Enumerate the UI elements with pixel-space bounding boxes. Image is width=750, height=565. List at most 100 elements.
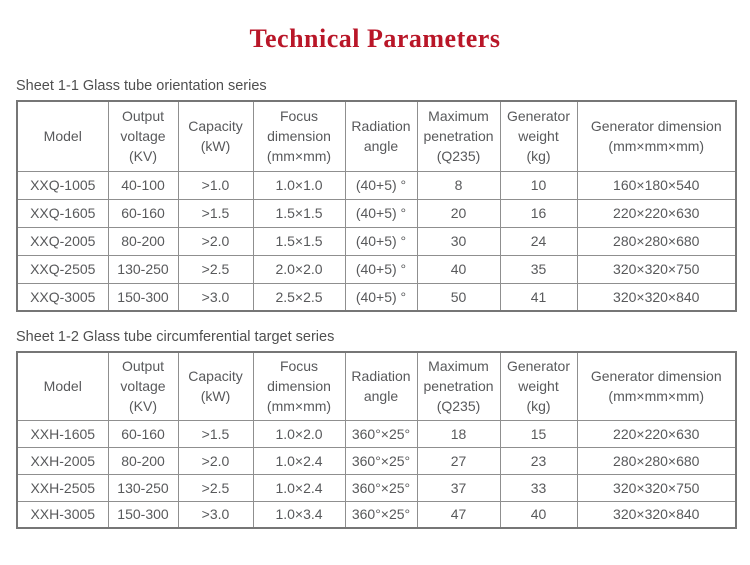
table-row: XXH-2505 130-250 >2.5 1.0×2.4 360°×25° 37 33 32…: [16, 473, 737, 502]
table-cell: 150-300: [107, 500, 179, 529]
table-cell: 20: [416, 198, 501, 228]
table-cell: 15: [499, 419, 578, 448]
column-header: Generator dimension (mm×mm×mm): [576, 100, 737, 172]
column-header: Maximum penetration (Q235): [416, 100, 501, 172]
table-cell: >2.0: [177, 446, 254, 475]
column-header: Focus dimension (mm×mm): [252, 100, 346, 172]
table-cell: >1.5: [177, 419, 254, 448]
table-cell: 150-300: [107, 282, 179, 312]
table-cell: 40: [499, 500, 578, 529]
table-cell: (40+5) °: [344, 198, 418, 228]
table-cell: 280×280×680: [576, 446, 737, 475]
table-cell: 1.0×3.4: [252, 500, 346, 529]
column-header: Focus dimension (mm×mm): [252, 351, 346, 421]
page-title: Technical Parameters: [249, 24, 501, 53]
table-cell: 2.5×2.5: [252, 282, 346, 312]
table-cell: 160×180×540: [576, 170, 737, 200]
table-row: XXQ-2505 130-250 >2.5 2.0×2.0 (40+5) ° 40 35 32…: [16, 254, 737, 284]
table-cell: 60-160: [107, 198, 179, 228]
table-caption-sheet-1-2: Sheet 1-2 Glass tube circumferential tar…: [16, 329, 335, 345]
table-cell: 33: [499, 473, 578, 502]
table-cell: 220×220×630: [576, 198, 737, 228]
table-cell: XXH-1605: [16, 419, 109, 448]
table-cell: 1.5×1.5: [252, 198, 346, 228]
table-cell: (40+5) °: [344, 254, 418, 284]
column-header: Output voltage (KV): [107, 100, 179, 172]
table-cell: 60-160: [107, 419, 179, 448]
column-header: Capacity (kW): [177, 351, 254, 421]
table-cell: 50: [416, 282, 501, 312]
table-cell: 1.5×1.5: [252, 226, 346, 256]
table-cell: XXH-2005: [16, 446, 109, 475]
table-cell: >3.0: [177, 282, 254, 312]
column-header: Output voltage (KV): [107, 351, 179, 421]
table-glass-tube-circumferential-target-series: Model Output voltage (KV) Capacity (kW) Foc…: [16, 351, 737, 529]
column-header: Radiation angle: [344, 100, 418, 172]
table-cell: XXQ-2005: [16, 226, 109, 256]
table-cell: 40: [416, 254, 501, 284]
table-cell: 220×220×630: [576, 419, 737, 448]
table-cell: 320×320×840: [576, 282, 737, 312]
table-cell: 1.0×2.0: [252, 419, 346, 448]
column-header: Maximum penetration (Q235): [416, 351, 501, 421]
table-cell: 2.0×2.0: [252, 254, 346, 284]
table-cell: 24: [499, 226, 578, 256]
table-cell: 360°×25°: [344, 419, 418, 448]
table-cell: 1.0×2.4: [252, 446, 346, 475]
header-row: Model Output voltage (KV) Capacity (kW) Foc…: [16, 351, 737, 421]
table-cell: 80-200: [107, 226, 179, 256]
table-cell: 10: [499, 170, 578, 200]
table-cell: 41: [499, 282, 578, 312]
table-cell: XXQ-1005: [16, 170, 109, 200]
table-cell: 360°×25°: [344, 473, 418, 502]
table-cell: 280×280×680: [576, 226, 737, 256]
table-cell: 1.0×1.0: [252, 170, 346, 200]
table-row: XXH-1605 60-160 >1.5 1.0×2.0 360°×25° 18 15 220…: [16, 419, 737, 448]
table-glass-tube-orientation-series: Model Output voltage (KV) Capacity (kW) Foc…: [16, 100, 737, 312]
table-cell: 130-250: [107, 473, 179, 502]
table-cell: 30: [416, 226, 501, 256]
table-cell: 360°×25°: [344, 500, 418, 529]
table-cell: (40+5) °: [344, 226, 418, 256]
table-cell: 360°×25°: [344, 446, 418, 475]
column-header: Model: [16, 351, 109, 421]
table-row: XXQ-2005 80-200 >2.0 1.5×1.5 (40+5) ° 30 24 280…: [16, 226, 737, 256]
table-cell: 80-200: [107, 446, 179, 475]
column-header: Generator weight (kg): [499, 351, 578, 421]
header-row: Model Output voltage (KV) Capacity (kW) Foc…: [16, 100, 737, 172]
table-cell: (40+5) °: [344, 170, 418, 200]
table-cell: 1.0×2.4: [252, 473, 346, 502]
table-cell: 8: [416, 170, 501, 200]
table-cell: 320×320×840: [576, 500, 737, 529]
table-cell: 18: [416, 419, 501, 448]
table-cell: XXH-3005: [16, 500, 109, 529]
table-cell: (40+5) °: [344, 282, 418, 312]
table-cell: 16: [499, 198, 578, 228]
table-row: XXQ-1005 40-100 >1.0 1.0×1.0 (40+5) ° 8 10 160×…: [16, 170, 737, 200]
table-cell: 27: [416, 446, 501, 475]
table-cell: 23: [499, 446, 578, 475]
column-header: Generator dimension (mm×mm×mm): [576, 351, 737, 421]
table-row: XXH-3005 150-300 >3.0 1.0×3.4 360°×25° 47 40 32…: [16, 500, 737, 529]
table-cell: >3.0: [177, 500, 254, 529]
table-cell: >2.0: [177, 226, 254, 256]
table-cell: >2.5: [177, 473, 254, 502]
table-cell: 320×320×750: [576, 254, 737, 284]
column-header: Model: [16, 100, 109, 172]
table-cell: 47: [416, 500, 501, 529]
table-cell: >1.0: [177, 170, 254, 200]
table-cell: >2.5: [177, 254, 254, 284]
table-row: XXQ-1605 60-160 >1.5 1.5×1.5 (40+5) ° 20 16 220…: [16, 198, 737, 228]
table-row: XXQ-3005 150-300 >3.0 2.5×2.5 (40+5) ° 50 41 32…: [16, 282, 737, 312]
table-cell: XXQ-1605: [16, 198, 109, 228]
table-cell: XXQ-2505: [16, 254, 109, 284]
table-cell: 130-250: [107, 254, 179, 284]
table-cell: >1.5: [177, 198, 254, 228]
table-cell: 40-100: [107, 170, 179, 200]
table-cell: 37: [416, 473, 501, 502]
table-cell: 320×320×750: [576, 473, 737, 502]
table-row: XXH-2005 80-200 >2.0 1.0×2.4 360°×25° 27 23 280…: [16, 446, 737, 475]
table-cell: 35: [499, 254, 578, 284]
column-header: Capacity (kW): [177, 100, 254, 172]
table-cell: XXH-2505: [16, 473, 109, 502]
